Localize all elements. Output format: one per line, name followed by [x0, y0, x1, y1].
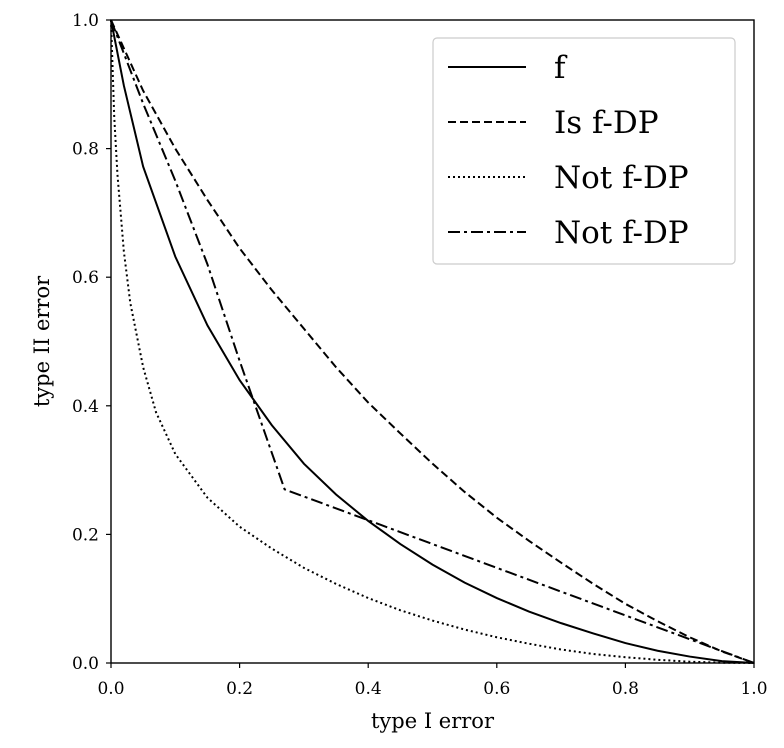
legend-label: Not f-DP [554, 160, 689, 196]
y-tick-label: 0.6 [72, 268, 99, 288]
legend-label: f [554, 50, 568, 86]
x-tick-label: 1.0 [740, 679, 767, 699]
x-tick-label: 0.8 [612, 679, 639, 699]
y-tick-label: 0.8 [72, 140, 99, 160]
x-tick-label: 0.2 [226, 679, 253, 699]
legend-label: Not f-DP [554, 215, 689, 251]
x-axis-label: type I error [371, 709, 495, 733]
plot-frame [110, 19, 755, 664]
y-tick-label: 0.0 [72, 654, 99, 674]
y-tick-label: 0.4 [72, 397, 99, 417]
y-tick-label: 0.2 [72, 525, 99, 545]
series-line-0-solid [110, 19, 755, 664]
y-axis-label: type II error [30, 275, 54, 407]
legend-label: Is f-DP [554, 105, 659, 141]
legend: f Is f-DP Not f-DP Not f-DP [432, 37, 736, 265]
curves-layer [110, 19, 755, 664]
legend-frame [432, 37, 736, 265]
x-tick-label: 0.6 [483, 679, 510, 699]
x-tick-label: 0.4 [355, 679, 382, 699]
series-line-1-dashed [110, 19, 755, 664]
ticks-layer: 0.0 0.2 0.4 0.6 0.8 1.0 0.0 0.2 0.4 0.6 0.8 1.0 [72, 11, 768, 699]
series-line-2-dotted [110, 19, 755, 664]
y-tick-label: 1.0 [72, 11, 99, 31]
x-tick-label: 0.0 [97, 679, 124, 699]
